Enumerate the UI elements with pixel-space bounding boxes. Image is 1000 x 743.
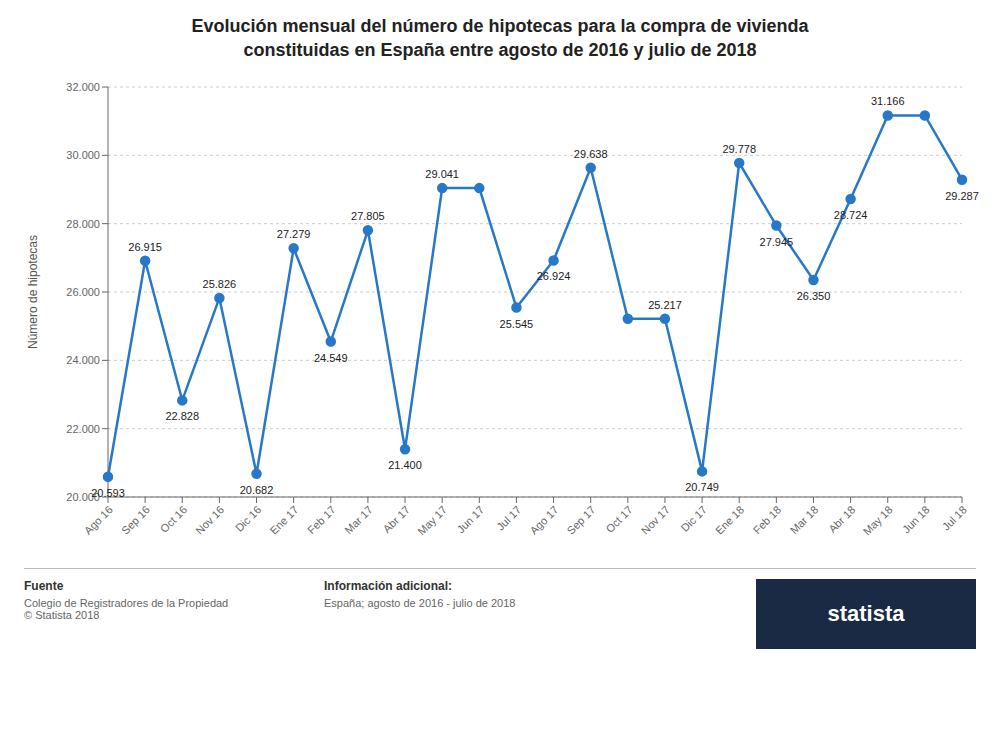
- html-text:statista: statista: [827, 601, 905, 626]
- html-text:constituidas en España entre a: constituidas en España entre agosto de 2…: [243, 40, 757, 60]
- svg-text:Dic 17: Dic 17: [678, 503, 709, 534]
- svg-text:Mar 17: Mar 17: [342, 503, 375, 536]
- svg-text:21.400: 21.400: [388, 459, 422, 471]
- svg-text:May 17: May 17: [415, 503, 449, 537]
- svg-text:Dic 16: Dic 16: [233, 503, 264, 534]
- svg-text:Ago 17: Ago 17: [527, 503, 560, 536]
- svg-text:27.279: 27.279: [277, 228, 311, 240]
- svg-text:25.545: 25.545: [500, 318, 534, 330]
- svg-text:Nov 16: Nov 16: [193, 503, 226, 536]
- svg-text:22.828: 22.828: [165, 410, 199, 422]
- svg-text:26.350: 26.350: [797, 290, 831, 302]
- svg-text:29.778: 29.778: [722, 143, 756, 155]
- svg-text:30.000: 30.000: [66, 149, 100, 161]
- svg-text:26.924: 26.924: [537, 270, 571, 282]
- svg-text:Número de hipotecas: Número de hipotecas: [26, 235, 40, 349]
- svg-text:22.000: 22.000: [66, 423, 100, 435]
- svg-text:28.000: 28.000: [66, 218, 100, 230]
- svg-text:29.638: 29.638: [574, 148, 608, 160]
- svg-text:20.593: 20.593: [91, 487, 125, 499]
- svg-text:May 18: May 18: [861, 503, 895, 537]
- svg-text:24.549: 24.549: [314, 352, 348, 364]
- svg-text:31.166: 31.166: [871, 95, 905, 107]
- svg-text:Ago 16: Ago 16: [82, 503, 115, 536]
- svg-text:Nov 17: Nov 17: [639, 503, 672, 536]
- svg-text:Abr 17: Abr 17: [381, 503, 412, 534]
- svg-text:29.041: 29.041: [425, 168, 459, 180]
- svg-text:20.682: 20.682: [240, 484, 274, 496]
- html-text:Colegio de Registradores de la: Colegio de Registradores de la Propiedad: [24, 597, 229, 609]
- svg-text:Oct 17: Oct 17: [603, 503, 634, 534]
- svg-text:Ene 18: Ene 18: [713, 503, 746, 536]
- html-text:Fuente: Fuente: [24, 579, 64, 593]
- html-text:© Statista 2018: © Statista 2018: [24, 609, 100, 621]
- svg-text:Mar 18: Mar 18: [788, 503, 821, 536]
- svg-text:Jun 18: Jun 18: [900, 503, 932, 535]
- svg-text:27.945: 27.945: [760, 236, 794, 248]
- html-text:Evolución mensual del número d: Evolución mensual del número de hipoteca…: [191, 16, 809, 36]
- html-text:Información adicional:: Información adicional:: [324, 579, 452, 593]
- svg-text:Oct 16: Oct 16: [158, 503, 189, 534]
- svg-text:32.000: 32.000: [66, 81, 100, 93]
- svg-text:Jun 17: Jun 17: [454, 503, 486, 535]
- svg-text:25.217: 25.217: [648, 299, 682, 311]
- svg-text:29.287: 29.287: [945, 190, 979, 202]
- svg-text:Jul 17: Jul 17: [494, 503, 523, 532]
- svg-text:28.724: 28.724: [834, 209, 868, 221]
- svg-text:Jul 18: Jul 18: [940, 503, 969, 532]
- svg-text:Sep 16: Sep 16: [119, 503, 152, 536]
- html-text:España; agosto de 2016 - julio: España; agosto de 2016 - julio de 2018: [324, 597, 516, 609]
- svg-text:27.805: 27.805: [351, 210, 385, 222]
- svg-text:24.000: 24.000: [66, 354, 100, 366]
- svg-text:Abr 18: Abr 18: [826, 503, 857, 534]
- svg-text:20.749: 20.749: [685, 481, 719, 493]
- svg-text:26.915: 26.915: [128, 241, 162, 253]
- svg-text:Ene 17: Ene 17: [267, 503, 300, 536]
- svg-text:20.000: 20.000: [66, 490, 100, 503]
- svg-text:Sep 17: Sep 17: [564, 503, 597, 536]
- svg-text:26.000: 26.000: [66, 286, 100, 298]
- svg-text:Feb 17: Feb 17: [305, 503, 338, 536]
- svg-text:25.826: 25.826: [203, 278, 237, 290]
- svg-text:Feb 18: Feb 18: [751, 503, 784, 536]
